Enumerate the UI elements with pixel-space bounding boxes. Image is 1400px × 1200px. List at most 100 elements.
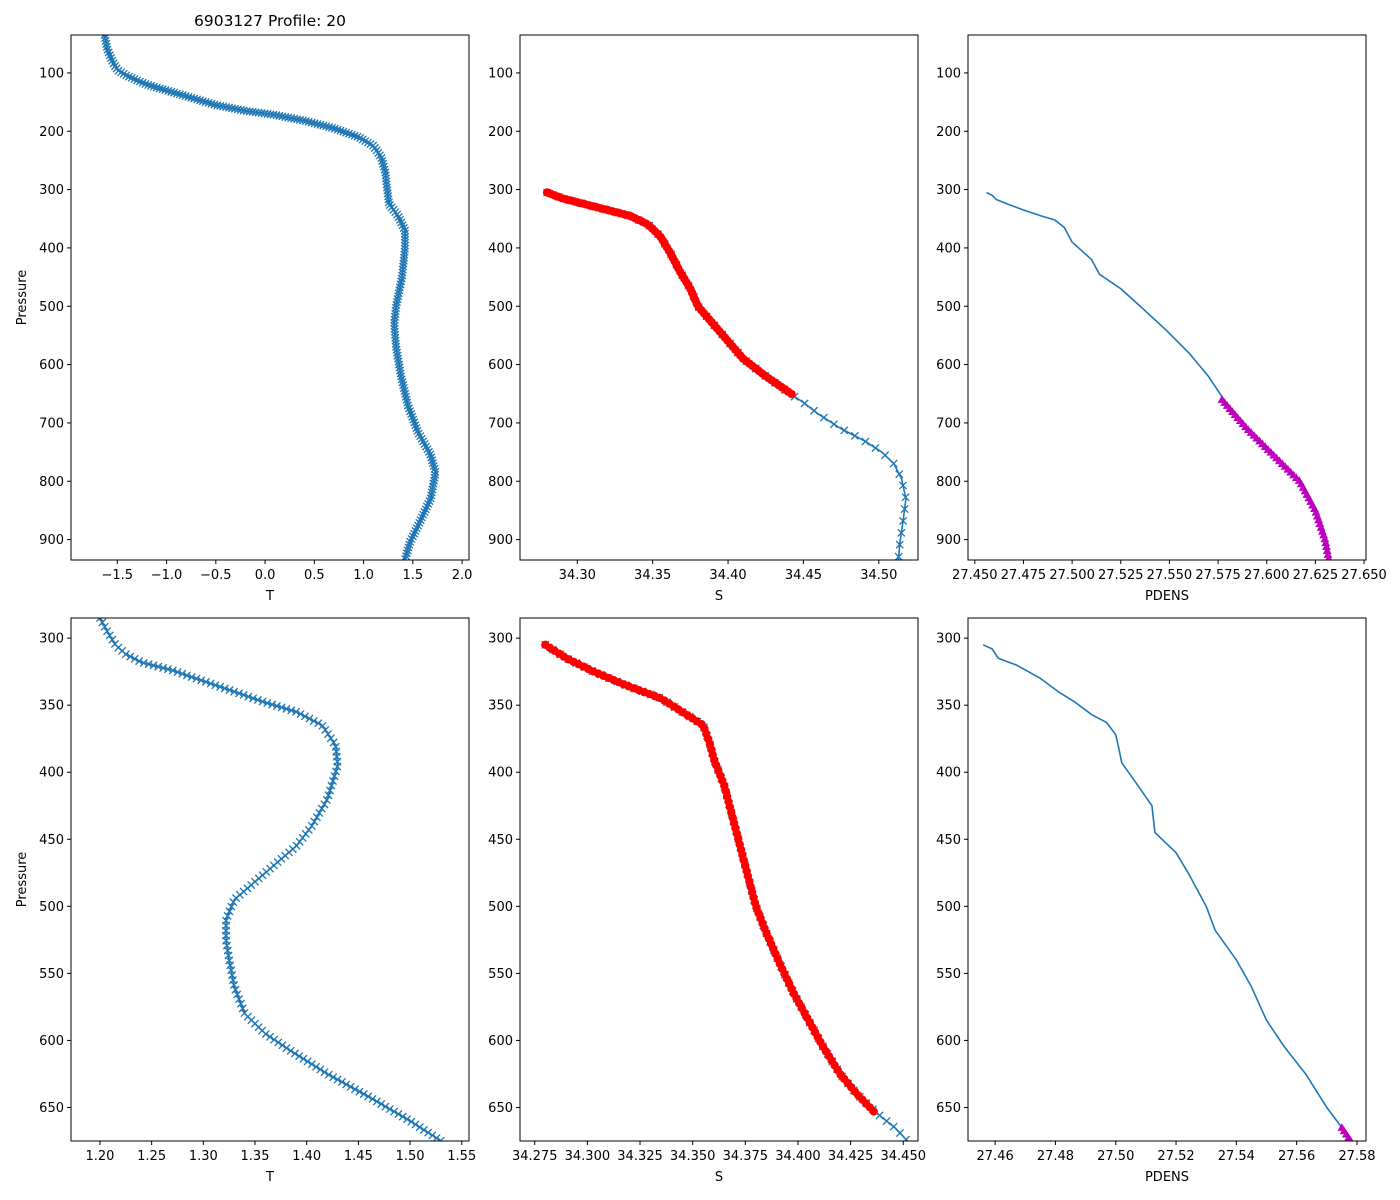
data-marker — [342, 1080, 351, 1089]
y-tick-label: 200 — [936, 125, 961, 140]
y-tick-label: 200 — [39, 125, 64, 140]
plot-content — [541, 640, 911, 1141]
data-marker — [364, 1092, 373, 1101]
data-marker — [331, 767, 340, 776]
data-marker — [265, 1032, 275, 1041]
data-marker — [272, 701, 281, 711]
data-marker — [126, 652, 135, 661]
data-marker — [201, 97, 210, 107]
x-tick-label: 27.54 — [1218, 1149, 1255, 1164]
axes-frame — [967, 617, 1367, 1142]
data-marker — [305, 714, 314, 723]
data-marker — [381, 1102, 390, 1111]
data-marker — [800, 399, 809, 408]
y-tick-label: 800 — [39, 475, 64, 490]
data-marker — [299, 1054, 308, 1063]
data-marker — [261, 1029, 270, 1039]
x-tick-label: 34.450 — [881, 1149, 927, 1164]
data-marker — [270, 1035, 279, 1044]
data-marker — [407, 409, 416, 419]
data-marker — [329, 738, 338, 747]
data-marker — [378, 156, 387, 165]
data-marker — [384, 198, 394, 207]
data-marker — [295, 1052, 304, 1061]
data-marker — [291, 707, 301, 716]
data-marker — [390, 1107, 399, 1116]
data-marker — [787, 389, 796, 399]
panel-top-right: 27.450 27.475 27.500 27.525 27.550 27.575 27.6… — [936, 34, 1387, 604]
x-tick-label: 34.275 — [512, 1149, 558, 1164]
data-marker — [190, 94, 199, 103]
data-marker — [377, 1099, 386, 1109]
data-marker — [161, 86, 170, 95]
data-marker — [325, 786, 335, 795]
data-marker — [882, 1116, 891, 1126]
data-marker — [303, 1057, 312, 1066]
series-s-flagged — [542, 188, 796, 399]
data-marker — [316, 1065, 325, 1074]
y-tick-label: 400 — [936, 766, 961, 781]
data-marker — [135, 657, 144, 666]
data-marker — [432, 1133, 441, 1141]
data-marker — [428, 1131, 437, 1140]
data-marker — [149, 661, 158, 670]
data-marker — [311, 1062, 321, 1071]
data-marker — [211, 681, 220, 690]
data-marker — [167, 87, 176, 96]
data-marker — [399, 383, 408, 393]
data-marker — [147, 81, 156, 90]
data-marker — [899, 516, 908, 526]
x-tick-label: 27.650 — [1341, 568, 1387, 583]
y-tick-label: 350 — [488, 699, 513, 714]
x-tick-label: 27.56 — [1278, 1149, 1315, 1164]
data-marker — [225, 907, 234, 916]
series-line — [982, 644, 1352, 1141]
data-marker — [333, 125, 342, 134]
data-marker — [337, 1077, 346, 1087]
data-marker — [316, 120, 325, 129]
data-marker — [398, 1112, 407, 1121]
data-marker — [427, 453, 436, 462]
plot-content — [986, 191, 1333, 560]
data-marker — [178, 91, 187, 100]
panel-top-left: −1.5 −1.0 −0.5 0.0 0.5 1.0 1.5 2.0 100 200 300 400 5… — [15, 34, 472, 604]
data-marker — [861, 437, 870, 446]
panel-bottom-right: 27.46 27.48 27.50 27.52 27.54 27.56 27.58 300 35… — [936, 617, 1376, 1185]
plot-content — [982, 644, 1354, 1141]
y-tick-label: 800 — [488, 475, 513, 490]
x-tick-label: 34.50 — [860, 568, 897, 583]
data-marker — [324, 730, 333, 739]
x-tick-label: 27.500 — [1049, 568, 1095, 583]
data-marker — [403, 546, 412, 555]
data-marker — [329, 1073, 338, 1082]
x-tick-label: 1.20 — [85, 1149, 114, 1164]
data-marker — [103, 627, 112, 636]
x-axis-label: PDENS — [1145, 1170, 1189, 1185]
data-marker — [158, 85, 167, 94]
data-marker — [204, 98, 213, 107]
x-tick-label: 27.550 — [1147, 568, 1193, 583]
y-tick-label: 600 — [936, 1034, 961, 1049]
data-marker — [197, 676, 206, 685]
data-marker — [400, 229, 410, 238]
y-tick-label: 350 — [39, 699, 64, 714]
x-tick-label: 1.25 — [137, 1149, 166, 1164]
y-tick-label: 550 — [39, 967, 64, 982]
panel-bottom-middle: 34.275 34.300 34.325 34.350 34.375 34.400 34.4… — [488, 617, 927, 1185]
data-marker — [282, 1043, 291, 1053]
data-marker — [230, 687, 239, 696]
y-tick-label: 500 — [488, 900, 513, 915]
x-tick-label: 1.50 — [396, 1149, 425, 1164]
data-marker — [401, 552, 411, 560]
data-marker — [405, 540, 414, 549]
y-tick-label: 500 — [936, 900, 961, 915]
data-marker — [253, 695, 262, 704]
axes-frame — [519, 34, 919, 561]
y-tick-label: 500 — [488, 300, 513, 315]
data-marker — [227, 902, 236, 911]
data-marker — [315, 808, 324, 818]
data-marker — [400, 238, 410, 247]
data-marker — [320, 1068, 329, 1077]
data-marker — [411, 421, 420, 430]
plot-area — [520, 35, 918, 560]
